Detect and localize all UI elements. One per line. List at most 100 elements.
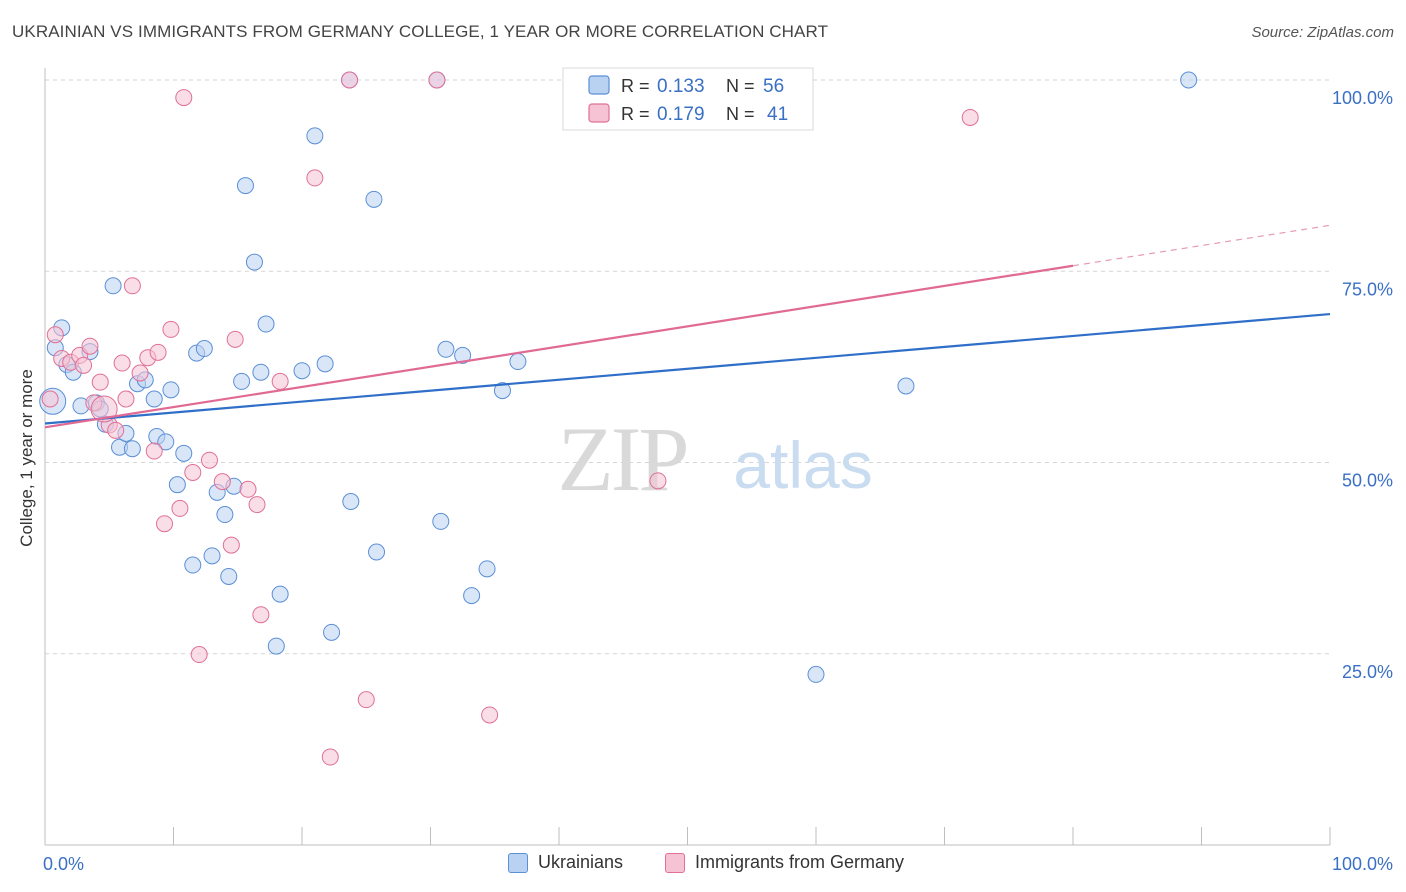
ukrainian-point xyxy=(216,506,234,524)
germany-point xyxy=(171,499,189,517)
germany-point xyxy=(248,496,266,514)
germany-point xyxy=(961,108,979,126)
germany-point xyxy=(239,480,257,498)
ukrainian-point xyxy=(807,665,825,683)
germany-point xyxy=(271,372,289,390)
germany-point xyxy=(162,320,180,338)
ukrainian-point xyxy=(493,382,511,400)
germany-point xyxy=(649,472,667,490)
germany-point xyxy=(184,463,202,481)
germany-point xyxy=(91,373,109,391)
ukrainian-point xyxy=(432,512,450,530)
ukrainian-point xyxy=(203,547,221,565)
ukrainian-point xyxy=(365,190,383,208)
ukrainian-point xyxy=(252,363,270,381)
germany-point xyxy=(213,473,231,491)
ukrainian-point xyxy=(271,585,289,603)
legend-n-value-2: 41 xyxy=(767,104,788,125)
legend-n-label-1: N = xyxy=(726,76,755,96)
ukrainian-point xyxy=(195,340,213,358)
germany-trend-line xyxy=(44,264,1074,429)
ukrainian-point xyxy=(175,444,193,462)
ukrainian-point xyxy=(454,346,472,364)
ukrainian-point xyxy=(342,493,360,511)
ukrainian-point xyxy=(323,623,341,641)
ukrainian-point xyxy=(306,127,324,145)
germany-point xyxy=(156,515,174,533)
legend-swatch-germany xyxy=(588,103,610,123)
germany-point xyxy=(226,330,244,348)
y-axis-label: College, 1 year or more xyxy=(17,369,36,547)
ukrainian-point xyxy=(368,543,386,561)
germany-point xyxy=(190,646,208,664)
legend-swatch-ukrainians xyxy=(588,75,610,95)
legend-label-germany: Immigrants from Germany xyxy=(695,852,905,872)
germany-point xyxy=(46,326,64,344)
germany-point xyxy=(357,691,375,709)
x-tick-label: 0.0% xyxy=(43,854,84,874)
germany-point xyxy=(123,277,141,295)
legend-r-label-2: R = xyxy=(621,104,650,124)
legend-item-ukrainians: Ukrainians xyxy=(508,852,623,873)
chart-source: Source: ZipAtlas.com xyxy=(1251,24,1394,41)
ukrainian-point xyxy=(267,637,285,655)
legend-n-value-1: 56 xyxy=(763,76,784,97)
watermark: ZIP atlas xyxy=(558,408,873,510)
chart-title: UKRAINIAN VS IMMIGRANTS FROM GERMANY COL… xyxy=(12,22,829,41)
ukrainian-point xyxy=(293,362,311,380)
legend-r-value-2: 0.179 xyxy=(657,104,705,125)
trend-lines xyxy=(44,224,1331,429)
germany-point xyxy=(113,354,131,372)
ukrainian-point xyxy=(168,476,186,494)
y-tick-label: 75.0% xyxy=(1342,279,1393,299)
germany-point xyxy=(175,89,193,107)
watermark-atlas: atlas xyxy=(733,428,872,502)
germany-point xyxy=(428,71,446,89)
germany-point xyxy=(306,169,324,187)
germany-point xyxy=(107,421,125,439)
y-tick-label: 50.0% xyxy=(1342,471,1393,491)
ukrainian-point xyxy=(184,556,202,574)
legend-r-value-1: 0.133 xyxy=(657,76,705,97)
germany-point xyxy=(75,356,93,374)
y-tick-labels: 25.0% 50.0% 75.0% 100.0% xyxy=(1332,88,1393,682)
gridlines xyxy=(45,79,1330,655)
germany-point xyxy=(481,706,499,724)
ukrainian-point xyxy=(233,372,251,390)
ukrainian-point xyxy=(123,440,141,458)
germany-point xyxy=(200,451,218,469)
ukrainian-point xyxy=(145,390,163,408)
series-legend: Ukrainians Immigrants from Germany xyxy=(0,852,1406,878)
germany-point xyxy=(81,337,99,355)
ukrainian-point xyxy=(316,355,334,373)
legend-swatch-pink xyxy=(665,852,685,873)
ukrainian-point xyxy=(162,381,180,399)
ukrainian-point xyxy=(478,560,496,578)
ukrainian-point xyxy=(245,253,263,271)
axes xyxy=(44,68,1331,846)
germany-point xyxy=(145,442,163,460)
data-points xyxy=(39,71,1198,766)
x-tick-label: 100.0% xyxy=(1332,854,1393,874)
y-tick-label: 25.0% xyxy=(1342,662,1393,682)
germany-point xyxy=(252,606,270,624)
legend-swatch-blue xyxy=(508,852,528,873)
watermark-zip: ZIP xyxy=(558,408,687,510)
germany-point xyxy=(321,748,339,766)
ukrainian-point xyxy=(104,277,122,295)
germany-point xyxy=(41,390,59,408)
legend-label-ukrainians: Ukrainians xyxy=(538,852,624,872)
ukrainian-point xyxy=(220,567,238,585)
legend-item-germany: Immigrants from Germany xyxy=(665,852,904,873)
ukrainian-point xyxy=(897,377,915,395)
y-tick-label: 100.0% xyxy=(1332,88,1393,108)
ukrainian-point xyxy=(437,340,455,358)
germany-point xyxy=(131,364,149,382)
germany-point xyxy=(341,71,359,89)
correlation-legend: R = 0.133 N = 56 R = 0.179 N = 41 xyxy=(562,67,814,131)
legend-r-label-1: R = xyxy=(621,76,650,96)
germany-point xyxy=(117,390,135,408)
ukrainian-point xyxy=(463,587,481,605)
germany-point xyxy=(222,536,240,554)
